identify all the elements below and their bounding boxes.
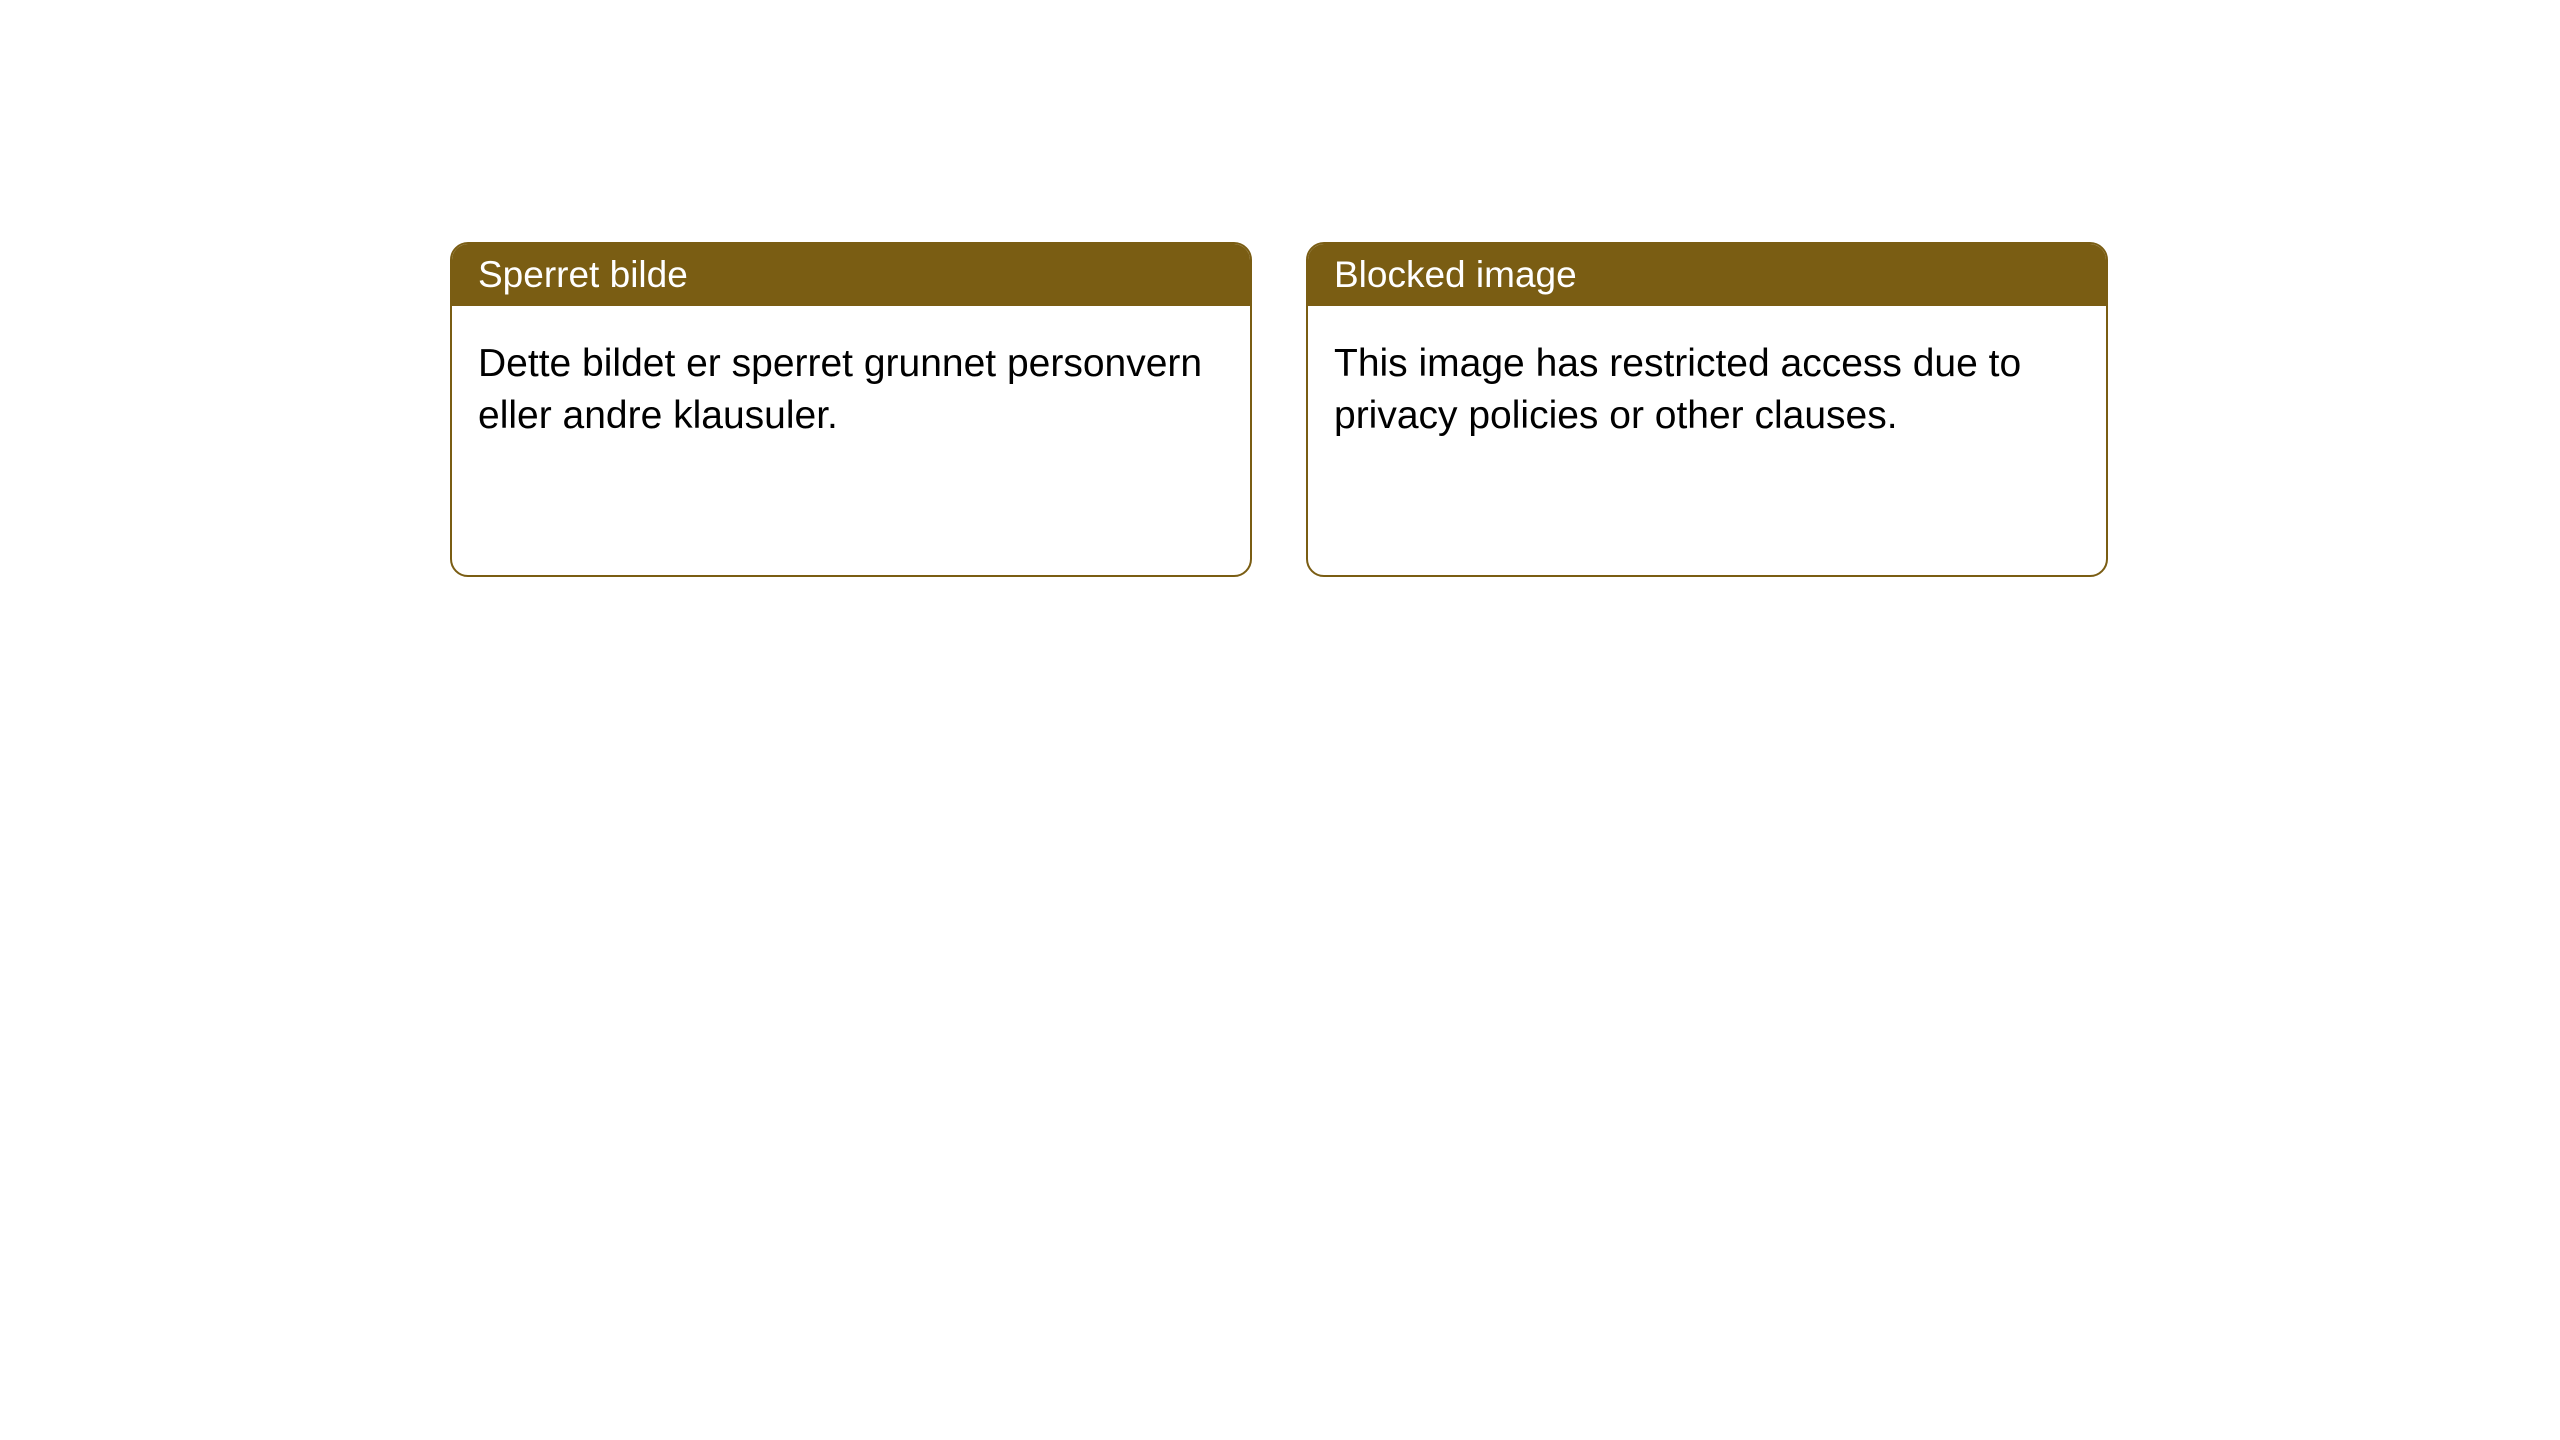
notice-box-english: Blocked image This image has restricted …: [1306, 242, 2108, 577]
notice-body-text: This image has restricted access due to …: [1334, 342, 2021, 437]
notice-container: Sperret bilde Dette bildet er sperret gr…: [0, 0, 2560, 577]
notice-body: This image has restricted access due to …: [1308, 306, 2106, 474]
notice-body-text: Dette bildet er sperret grunnet personve…: [478, 342, 1202, 437]
notice-box-norwegian: Sperret bilde Dette bildet er sperret gr…: [450, 242, 1252, 577]
notice-title: Sperret bilde: [478, 254, 688, 295]
notice-title: Blocked image: [1334, 254, 1577, 295]
notice-body: Dette bildet er sperret grunnet personve…: [452, 306, 1250, 474]
notice-header: Sperret bilde: [452, 244, 1250, 306]
notice-header: Blocked image: [1308, 244, 2106, 306]
